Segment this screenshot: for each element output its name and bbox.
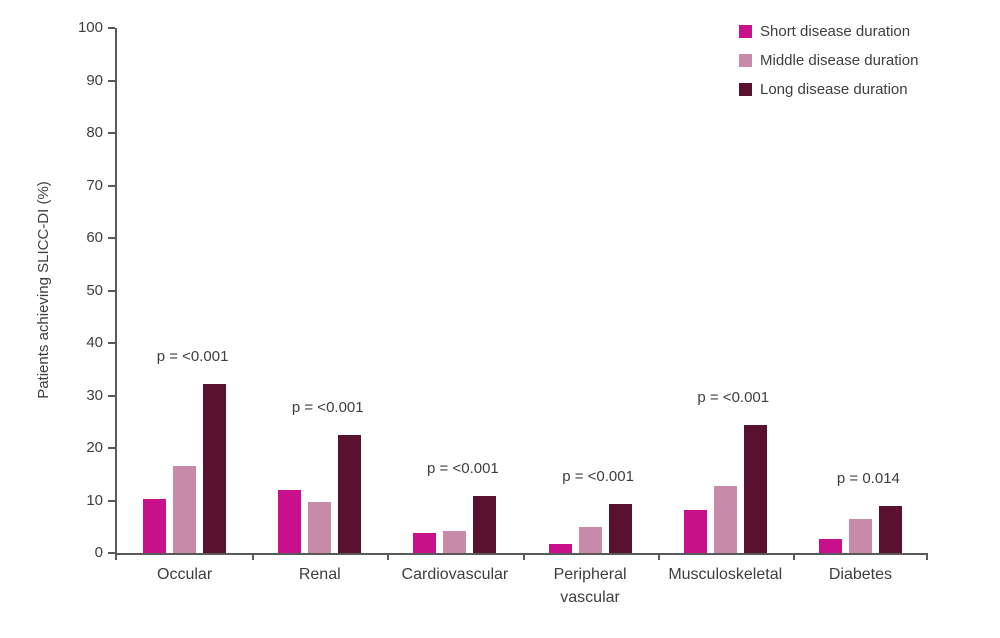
x-tick-mark <box>115 555 117 560</box>
x-tick-mark <box>252 555 255 560</box>
x-category-label: Musculoskeletal <box>668 566 783 583</box>
legend-swatch-middle <box>739 54 752 67</box>
p-value-label: p = 0.014 <box>836 470 900 488</box>
bar-cardiovascular-series2 <box>473 495 497 553</box>
legend: Short disease duration Middle disease du… <box>739 17 918 104</box>
y-tick-mark <box>108 27 115 29</box>
y-tick-label: 90 <box>86 71 103 89</box>
bar-occular-series1 <box>173 466 197 553</box>
p-value-label: p = <0.001 <box>291 399 364 417</box>
y-tick-mark <box>108 237 115 239</box>
bar-cardiovascular-series1 <box>443 531 467 553</box>
x-tick-mark <box>926 555 928 560</box>
y-tick-label: 20 <box>86 439 103 456</box>
bar-musculoskeletal-series2 <box>743 424 767 553</box>
y-tick-label: 100 <box>77 19 103 36</box>
y-tick-label: 10 <box>86 491 103 509</box>
y-tick-mark <box>108 79 115 82</box>
y-tick-mark <box>108 132 115 134</box>
bar-musculoskeletal-series1 <box>713 485 737 553</box>
bar-peripheral-vascular-series2 <box>608 504 632 553</box>
y-tick-label: 30 <box>86 386 103 404</box>
legend-swatch-short <box>739 25 752 38</box>
x-tick-mark <box>387 555 390 560</box>
p-value-label: p = <0.001 <box>562 468 634 486</box>
bar-occular-series0 <box>143 498 167 553</box>
y-tick-mark <box>108 552 115 554</box>
x-category-label: Occular <box>157 566 213 583</box>
legend-swatch-long <box>739 83 752 96</box>
p-value-label: p = <0.001 <box>156 347 229 365</box>
x-tick-mark <box>792 555 795 560</box>
legend-label-short: Short disease duration <box>760 23 911 40</box>
legend-item-middle: Middle disease duration <box>739 46 918 75</box>
legend-label-long: Long disease duration <box>760 81 908 98</box>
y-tick-label: 80 <box>86 124 103 141</box>
y-tick-label: 50 <box>86 281 103 299</box>
x-category-label: Diabetes <box>828 566 892 583</box>
y-axis-title: Patients achieving SLICC-DI (%) <box>35 181 52 399</box>
bar-diabetes-series1 <box>848 519 872 553</box>
bar-occular-series2 <box>203 383 227 553</box>
plot-area: 0 10 20 30 40 50 60 70 80 90 100 p = <0.001 p = <0.0… <box>78 19 928 606</box>
bar-diabetes-series2 <box>878 506 902 553</box>
bar-cardiovascular-series0 <box>413 532 437 553</box>
y-tick-label: 40 <box>86 334 103 351</box>
x-category-label: Cardiovascular <box>401 566 509 583</box>
y-tick-mark <box>108 447 115 449</box>
y-axis-line <box>115 28 117 555</box>
x-category-label: Renal <box>298 566 341 583</box>
bar-peripheral-vascular-series1 <box>578 527 602 553</box>
y-tick-mark <box>108 289 115 292</box>
x-tick-mark <box>657 555 660 560</box>
bar-diabetes-series0 <box>818 539 842 553</box>
bar-peripheral-vascular-series0 <box>548 544 572 553</box>
bar-renal-series1 <box>308 501 332 553</box>
legend-item-long: Long disease duration <box>739 75 918 104</box>
y-tick-mark <box>108 499 115 502</box>
x-axis-line <box>115 553 928 555</box>
legend-item-short: Short disease duration <box>739 17 918 46</box>
x-tick-mark <box>522 555 525 560</box>
bar-renal-series2 <box>338 435 362 553</box>
x-category-label: Peripheral vascular <box>553 566 627 606</box>
y-tick-label: 0 <box>94 544 103 561</box>
y-tick-mark <box>108 394 115 397</box>
y-tick-label: 60 <box>86 229 103 246</box>
bar-renal-series0 <box>278 490 302 553</box>
p-value-label: p = <0.001 <box>427 459 499 477</box>
bar-musculoskeletal-series0 <box>683 509 707 553</box>
y-tick-label: 70 <box>86 176 103 194</box>
legend-label-middle: Middle disease duration <box>760 52 919 69</box>
y-tick-mark <box>108 184 115 187</box>
y-tick-mark <box>108 342 115 344</box>
p-value-label: p = <0.001 <box>697 388 770 406</box>
